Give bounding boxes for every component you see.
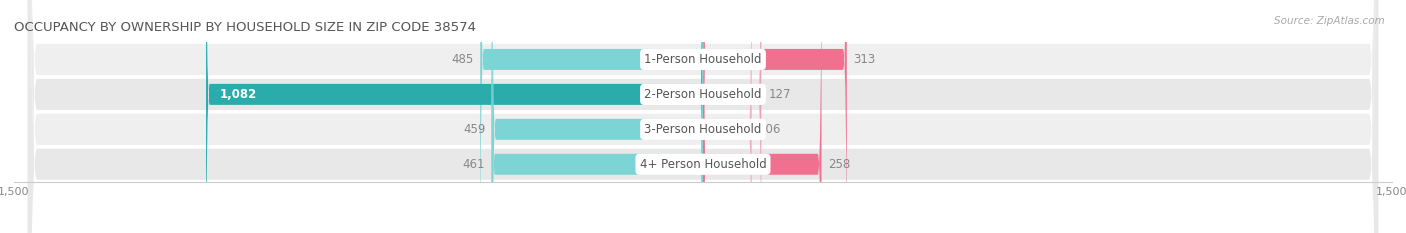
Text: OCCUPANCY BY OWNERSHIP BY HOUSEHOLD SIZE IN ZIP CODE 38574: OCCUPANCY BY OWNERSHIP BY HOUSEHOLD SIZE…	[14, 21, 477, 34]
Text: 3-Person Household: 3-Person Household	[644, 123, 762, 136]
FancyBboxPatch shape	[703, 0, 761, 233]
Text: 2-Person Household: 2-Person Household	[644, 88, 762, 101]
Text: 4+ Person Household: 4+ Person Household	[640, 158, 766, 171]
FancyBboxPatch shape	[207, 0, 703, 233]
Text: 258: 258	[828, 158, 851, 171]
FancyBboxPatch shape	[703, 0, 846, 233]
FancyBboxPatch shape	[491, 0, 703, 233]
Text: 1,082: 1,082	[219, 88, 257, 101]
FancyBboxPatch shape	[703, 0, 752, 233]
Text: 106: 106	[759, 123, 780, 136]
Text: 127: 127	[768, 88, 790, 101]
FancyBboxPatch shape	[28, 0, 1378, 233]
FancyBboxPatch shape	[703, 0, 821, 233]
Text: Source: ZipAtlas.com: Source: ZipAtlas.com	[1274, 16, 1385, 26]
FancyBboxPatch shape	[481, 0, 703, 233]
FancyBboxPatch shape	[28, 0, 1378, 233]
FancyBboxPatch shape	[28, 0, 1378, 233]
Legend: Owner-occupied, Renter-occupied: Owner-occupied, Renter-occupied	[567, 229, 839, 233]
Text: 461: 461	[463, 158, 485, 171]
Text: 1-Person Household: 1-Person Household	[644, 53, 762, 66]
Text: 459: 459	[463, 123, 485, 136]
FancyBboxPatch shape	[28, 0, 1378, 233]
FancyBboxPatch shape	[492, 0, 703, 233]
Text: 313: 313	[853, 53, 876, 66]
Text: 485: 485	[451, 53, 474, 66]
